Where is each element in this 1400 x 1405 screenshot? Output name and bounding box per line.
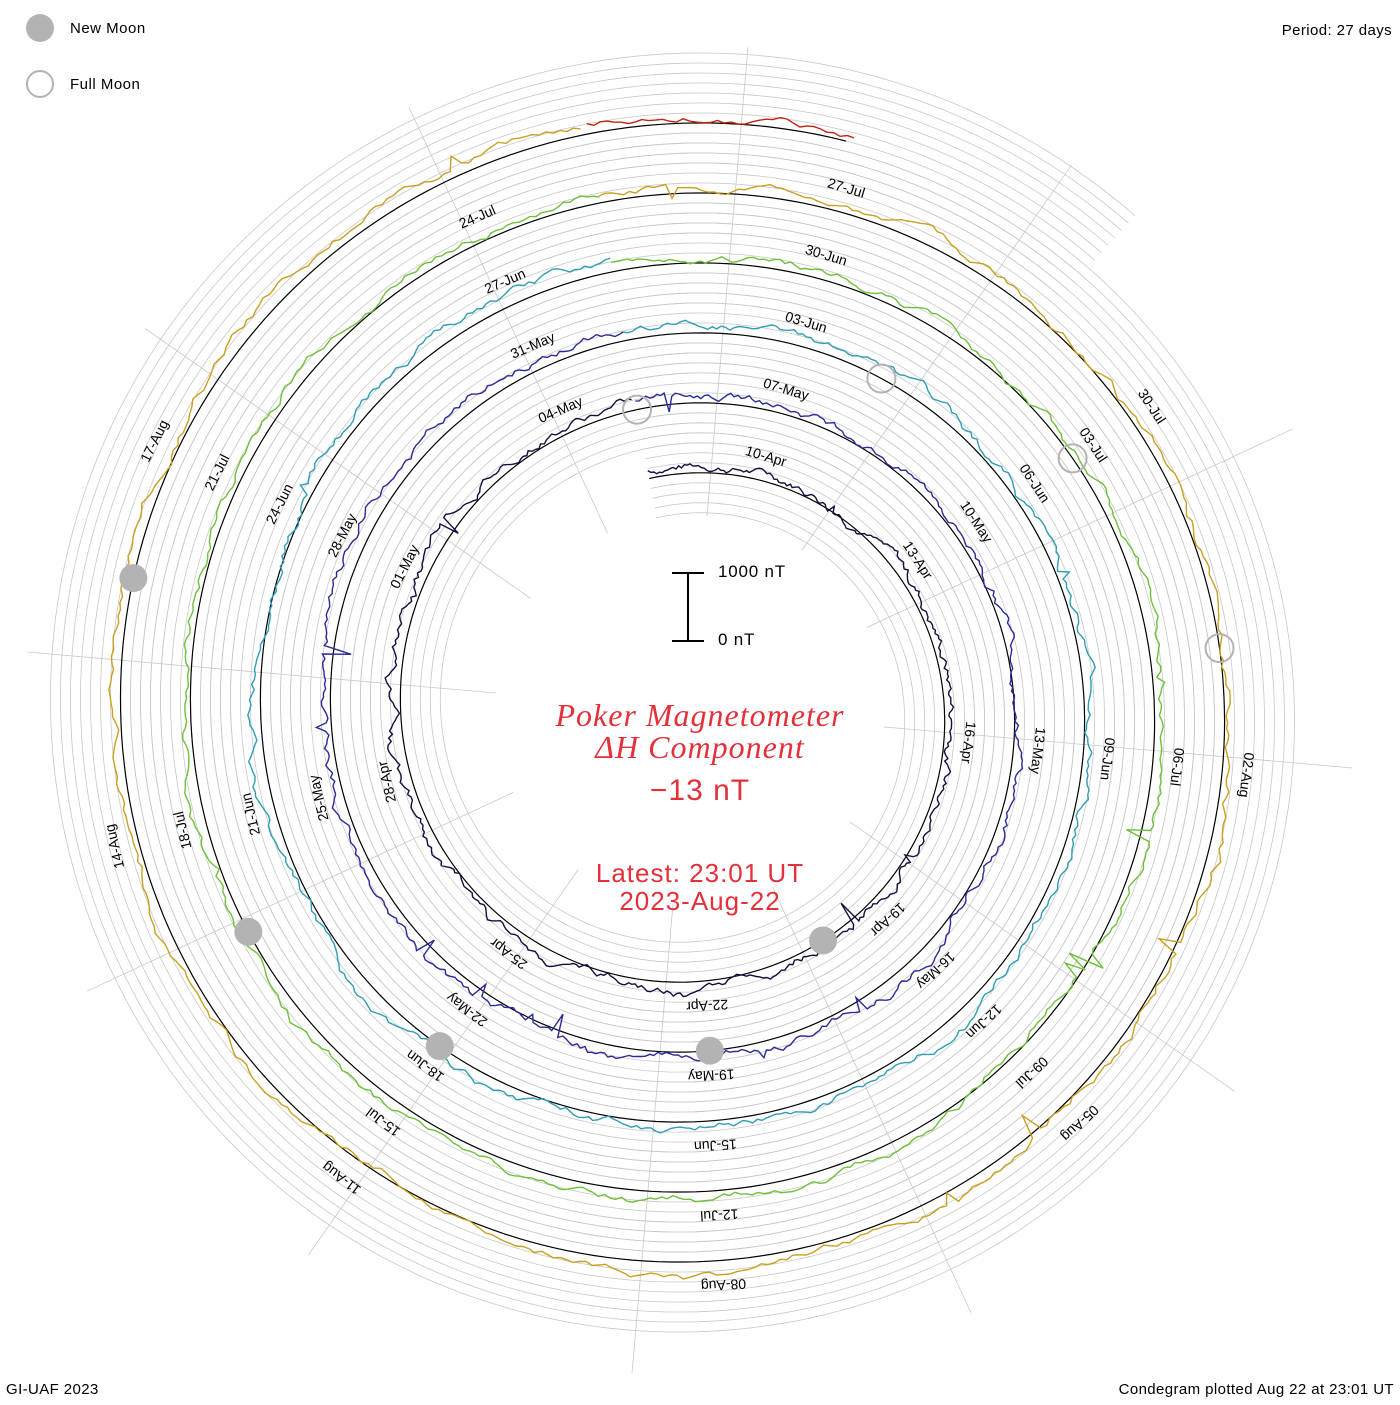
date-label: 03-Jul <box>1076 424 1110 465</box>
date-label: 09-Jul <box>1013 1054 1052 1092</box>
moon-phase-markers <box>119 363 1235 1065</box>
latest-date: 2023-Aug-22 <box>619 886 781 916</box>
date-label: 17-Aug <box>137 417 172 465</box>
new-moon-icon <box>26 14 54 42</box>
grid-spiral <box>60 62 1285 1323</box>
date-label: 12-Jul <box>700 1206 739 1224</box>
date-label: 13-May <box>1028 727 1049 775</box>
date-label: 04-May <box>536 393 585 426</box>
trace-rotation-6 <box>586 116 855 139</box>
full-moon-marker <box>866 363 897 394</box>
date-label: 27-Jun <box>482 265 528 297</box>
zero-reference-spiral <box>119 122 1226 1263</box>
date-label: 28-Apr <box>374 759 399 804</box>
period-label: Period: 27 days <box>1281 22 1392 39</box>
grid-spoke <box>801 164 1072 551</box>
grid-spiral <box>110 112 1236 1273</box>
trace-rotation-3 <box>247 257 1096 1134</box>
grid-spoke <box>772 886 972 1313</box>
date-label: 19-May <box>688 1066 736 1085</box>
date-label: 15-Jun <box>694 1136 738 1154</box>
chart-title: Poker Magnetometer <box>555 697 845 733</box>
footer-plot-time: Condegram plotted Aug 22 at 23:01 UT <box>1118 1381 1394 1398</box>
scale-bottom-label: 0 nT <box>718 630 756 649</box>
full-moon-marker <box>1057 443 1088 474</box>
grid-spoke <box>706 47 749 516</box>
trace-rotation-4 <box>181 195 1166 1203</box>
magnetometer-traces <box>108 116 1231 1280</box>
date-label: 22-May <box>443 990 490 1031</box>
new-moon-marker <box>119 564 148 593</box>
date-label: 08-Aug <box>700 1276 746 1295</box>
footer-credit: GI-UAF 2023 <box>6 1381 99 1398</box>
date-label: 05-Aug <box>1058 1102 1102 1145</box>
full-moon-marker <box>622 394 653 425</box>
date-label: 11-Aug <box>319 1159 364 1198</box>
full-moon-marker <box>1204 633 1235 664</box>
grid-spiral <box>70 72 1275 1313</box>
trace-rotation-5 <box>108 127 1231 1280</box>
grid-spiral <box>129 132 1216 1253</box>
latest-time: Latest: 23:01 UT <box>595 858 805 888</box>
trace-rotation-2 <box>314 331 1024 1062</box>
date-label: 25-May <box>305 773 331 822</box>
date-label: 16-Apr <box>958 721 979 765</box>
date-label: 06-Jul <box>1167 747 1187 787</box>
grid-spoke <box>408 107 608 534</box>
grid-spoke <box>87 792 514 992</box>
date-label: 02-Aug <box>1236 752 1257 799</box>
trace-rotation-1 <box>384 398 955 998</box>
date-label: 01-May <box>387 542 422 591</box>
date-label: 15-Jul <box>363 1104 403 1140</box>
scale-top-label: 1000 nT <box>718 562 786 581</box>
date-label: 09-Jun <box>1097 737 1118 781</box>
zero-line <box>119 122 1226 1263</box>
new-moon-marker <box>809 926 838 955</box>
legend-full-moon-label: Full Moon <box>70 75 141 93</box>
date-label: 21-Jul <box>201 452 232 493</box>
date-label: 03-Jun <box>783 308 829 336</box>
new-moon-marker <box>234 917 263 946</box>
grid-spiral <box>139 142 1206 1243</box>
date-label: 06-Jun <box>1017 461 1054 506</box>
grid-spoke <box>144 328 531 599</box>
date-label: 24-Jun <box>262 481 296 526</box>
grid-spiral <box>80 82 1265 1303</box>
grid-spoke <box>849 821 1236 1092</box>
grid-spoke <box>866 428 1293 628</box>
date-label: 18-Jul <box>170 810 194 851</box>
grid-spoke <box>308 869 579 1256</box>
date-label: 25-Apr <box>487 935 531 973</box>
new-moon-marker <box>425 1032 454 1061</box>
date-label: 30-Jun <box>803 241 849 269</box>
scale-bar <box>672 572 704 642</box>
new-moon-marker <box>695 1036 724 1065</box>
current-value: −13 nT <box>649 774 751 807</box>
legend-new-moon-label: New Moon <box>70 19 146 37</box>
date-label: 27-Jul <box>826 175 867 201</box>
grid-spiral <box>90 92 1256 1293</box>
legend-full-moon: Full Moon <box>26 70 140 98</box>
date-label: 22-Apr <box>685 997 728 1015</box>
full-moon-icon <box>26 70 54 98</box>
date-label: 10-Apr <box>744 442 789 469</box>
chart-subtitle: ΔH Component <box>595 729 805 765</box>
date-label: 30-Jul <box>1135 386 1169 427</box>
grid-spiral <box>100 102 1246 1283</box>
date-label: 13-Apr <box>900 538 937 582</box>
date-label: 21-Jun <box>238 792 263 837</box>
date-label: 07-May <box>761 375 810 404</box>
legend-new-moon: New Moon <box>26 14 146 42</box>
grid-spoke <box>884 726 1353 769</box>
date-label: 14-Aug <box>101 823 127 871</box>
date-label: 28-May <box>324 511 359 560</box>
